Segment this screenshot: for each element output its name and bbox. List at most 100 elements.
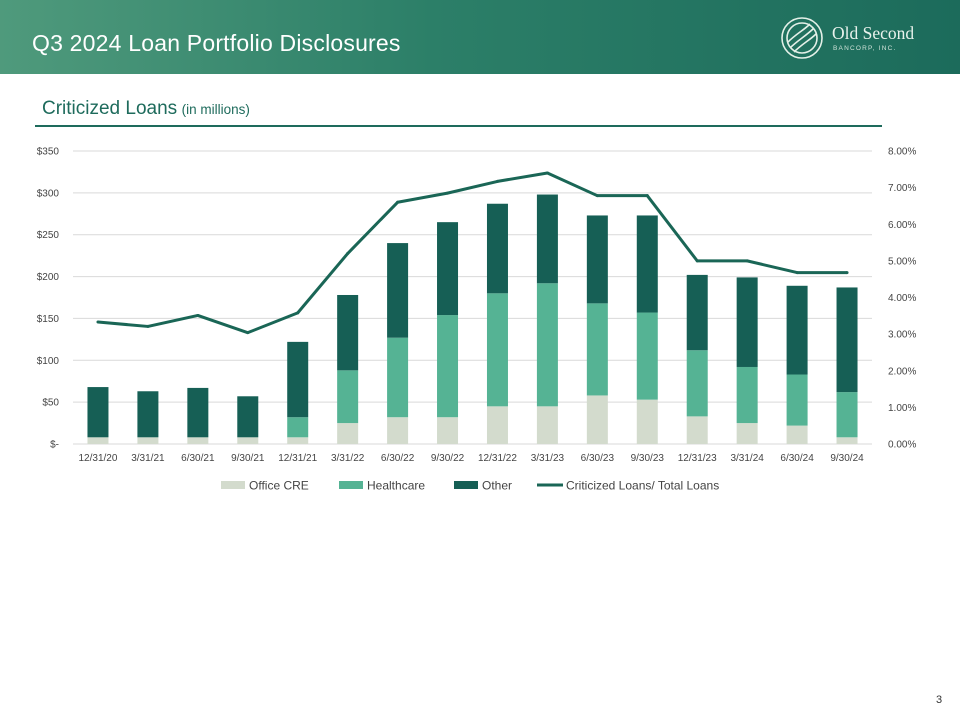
- bar-other: [486, 203, 508, 294]
- x-axis-tick-label: 6/30/23: [581, 453, 615, 464]
- legend-swatch: [221, 481, 245, 489]
- criticized-ratio-point: [495, 179, 499, 183]
- bar-office-cre: [586, 395, 608, 444]
- bar-other: [636, 215, 658, 313]
- logo-mark-icon: [781, 17, 823, 59]
- criticized-ratio-point: [695, 259, 699, 263]
- section-divider: [35, 125, 882, 127]
- x-axis-tick-label: 3/31/24: [730, 453, 764, 464]
- bar-healthcare: [636, 312, 658, 400]
- bar-office-cre: [387, 417, 409, 444]
- right-axis-tick-label: 0.00%: [888, 440, 916, 451]
- right-axis-tick-label: 2.00%: [888, 366, 916, 377]
- right-axis-tick-label: 5.00%: [888, 256, 916, 267]
- bar-healthcare: [337, 370, 359, 424]
- bar-other: [87, 387, 109, 438]
- x-axis-tick-label: 12/31/20: [79, 453, 118, 464]
- x-axis-tick-label: 6/30/21: [181, 453, 215, 464]
- criticized-ratio-point: [645, 194, 649, 198]
- criticized-ratio-point: [246, 331, 250, 335]
- criticized-ratio-point: [545, 171, 549, 175]
- section-unit: (in millions): [181, 102, 250, 117]
- bar-other: [137, 391, 159, 438]
- bar-office-cre: [686, 416, 708, 444]
- section-title: Criticized Loans: [42, 98, 178, 119]
- bar-healthcare: [786, 374, 808, 426]
- bar-office-cre: [87, 437, 109, 444]
- bar-healthcare: [736, 366, 758, 424]
- bar-healthcare: [287, 417, 309, 438]
- criticized-ratio-point: [845, 271, 849, 275]
- criticized-ratio-point: [346, 252, 350, 256]
- right-axis-tick-label: 8.00%: [888, 147, 916, 158]
- x-axis-tick-label: 9/30/23: [631, 453, 665, 464]
- left-axis-tick-label: $150: [37, 314, 60, 325]
- legend-swatch: [339, 481, 363, 489]
- criticized-ratio-line: [97, 171, 848, 335]
- criticized-ratio-point: [196, 313, 200, 317]
- bar-other: [786, 285, 808, 375]
- bar-healthcare: [536, 283, 558, 407]
- x-axis-tick-label: 3/31/23: [531, 453, 565, 464]
- x-axis-tick-label: 9/30/21: [231, 453, 265, 464]
- x-axis-tick-label: 9/30/22: [431, 453, 465, 464]
- bar-other: [586, 215, 608, 304]
- right-axis-tick-label: 3.00%: [888, 330, 916, 341]
- bar-healthcare: [586, 303, 608, 396]
- bar-other: [686, 274, 708, 351]
- section-heading: Criticized Loans (in millions): [42, 98, 250, 120]
- x-axis-tick-label: 3/31/21: [131, 453, 165, 464]
- bar-office-cre: [187, 437, 209, 444]
- logo-name: Old Second: [832, 23, 915, 43]
- left-axis-tick-label: $50: [42, 398, 59, 409]
- bar-office-cre: [736, 423, 758, 444]
- bar-other: [337, 294, 359, 371]
- logo-subtitle: BANCORP, INC.: [833, 45, 897, 52]
- page-title: Q3 2024 Loan Portfolio Disclosures: [32, 30, 401, 56]
- bar-office-cre: [836, 437, 858, 444]
- bar-healthcare: [836, 392, 858, 438]
- legend-label: Healthcare: [367, 479, 425, 493]
- bar-healthcare: [387, 337, 409, 418]
- page-number: 3: [936, 694, 943, 706]
- bar-office-cre: [437, 417, 459, 444]
- criticized-ratio-point: [446, 191, 450, 195]
- left-axis-tick-label: $200: [37, 272, 60, 283]
- bar-other: [836, 287, 858, 393]
- left-axis-tick-label: $300: [37, 188, 60, 199]
- criticized-ratio-point: [296, 311, 300, 315]
- criticized-ratio-point: [595, 194, 599, 198]
- bar-other: [536, 194, 558, 284]
- bar-healthcare: [486, 293, 508, 407]
- criticized-ratio-point: [146, 324, 150, 328]
- bar-office-cre: [237, 437, 259, 444]
- legend-label: Criticized Loans/ Total Loans: [566, 479, 719, 493]
- bar-other: [287, 341, 309, 418]
- bar-other: [187, 387, 209, 438]
- bar-office-cre: [486, 406, 508, 444]
- bar-office-cre: [337, 423, 359, 444]
- x-axis-tick-label: 12/31/22: [478, 453, 517, 464]
- legend-swatch: [454, 481, 478, 489]
- bar-other: [437, 222, 459, 316]
- criticized-ratio-point: [795, 271, 799, 275]
- title-banner: Q3 2024 Loan Portfolio Disclosures Old S…: [0, 0, 960, 74]
- bar-office-cre: [137, 437, 159, 444]
- right-axis-tick-label: 6.00%: [888, 220, 916, 231]
- x-axis-tick-label: 6/30/24: [780, 453, 814, 464]
- bar-office-cre: [786, 425, 808, 444]
- legend-label: Office CRE: [249, 479, 309, 493]
- company-logo: Old Second BANCORP, INC.: [778, 14, 938, 62]
- right-axis-tick-label: 7.00%: [888, 183, 916, 194]
- bar-other: [736, 277, 758, 367]
- left-axis-tick-label: $-: [50, 440, 59, 451]
- x-axis-tick-label: 12/31/23: [678, 453, 717, 464]
- bar-other: [237, 396, 259, 438]
- left-axis-tick-label: $100: [37, 356, 60, 367]
- x-axis-tick-label: 6/30/22: [381, 453, 415, 464]
- criticized-ratio-point: [396, 200, 400, 204]
- x-axis-tick-label: 12/31/21: [278, 453, 317, 464]
- right-axis-tick-label: 1.00%: [888, 403, 916, 414]
- bar-healthcare: [686, 350, 708, 417]
- legend-label: Other: [482, 479, 512, 493]
